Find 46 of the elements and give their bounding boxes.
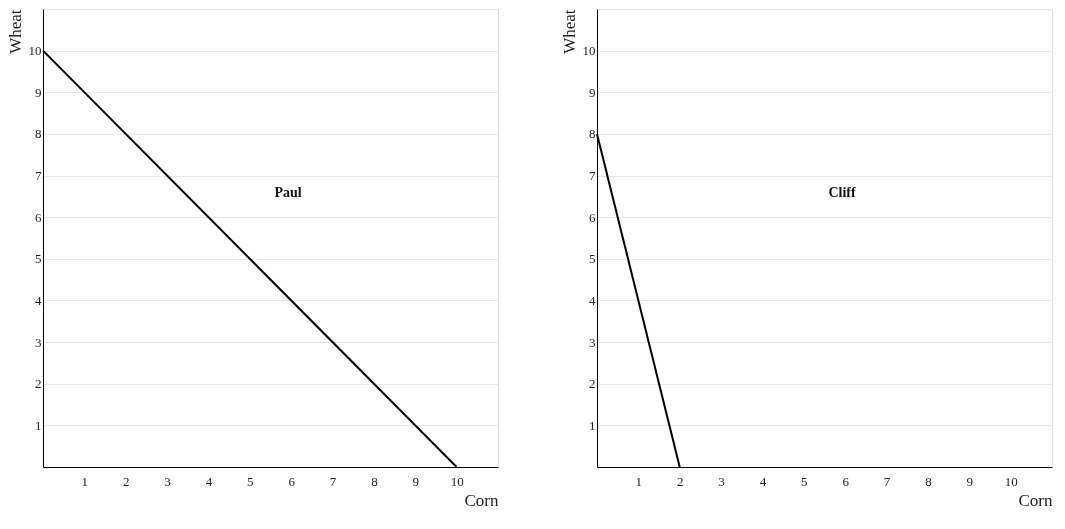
y-tick-label: 10 xyxy=(582,43,596,59)
y-tick-label: 8 xyxy=(35,126,42,142)
x-axis-title: Corn xyxy=(1018,490,1053,510)
x-tick-label: 5 xyxy=(801,473,808,489)
x-tick-label: 9 xyxy=(966,473,974,489)
y-axis-title: Wheat xyxy=(5,9,25,54)
x-tick-label: 2 xyxy=(676,473,684,489)
y-tick-label: 5 xyxy=(589,251,596,267)
y-tick-label: 10 xyxy=(28,43,42,59)
y-tick-label: 4 xyxy=(35,292,42,308)
y-tick-label: 3 xyxy=(35,334,42,350)
x-tick-label: 3 xyxy=(164,473,171,489)
x-tick-label: 5 xyxy=(247,473,254,489)
y-tick-label: 8 xyxy=(589,126,596,142)
x-axis-title: Corn xyxy=(464,490,499,510)
x-tick-label: 10 xyxy=(450,473,464,489)
x-tick-label: 1 xyxy=(635,473,643,489)
y-tick-label: 2 xyxy=(589,376,596,392)
y-tick-label: 7 xyxy=(35,168,42,184)
x-tick-label: 2 xyxy=(122,473,130,489)
y-tick-label: 1 xyxy=(35,417,42,433)
y-tick-label: 9 xyxy=(35,84,42,100)
y-axis-title: Wheat xyxy=(559,9,579,54)
y-tick-label: 6 xyxy=(35,209,42,225)
x-tick-label: 3 xyxy=(718,473,725,489)
x-tick-label: 7 xyxy=(883,473,891,489)
x-tick-label: 1 xyxy=(81,473,89,489)
x-tick-label: 4 xyxy=(205,473,213,489)
x-tick-label: 8 xyxy=(371,473,378,489)
x-tick-label: 4 xyxy=(759,473,767,489)
y-tick-label: 2 xyxy=(35,376,42,392)
y-tick-label: 3 xyxy=(589,334,596,350)
y-tick-label: 9 xyxy=(589,84,596,100)
y-tick-label: 7 xyxy=(589,168,596,184)
annotation: Paul xyxy=(274,185,302,200)
x-tick-label: 6 xyxy=(842,473,850,489)
x-tick-label: 9 xyxy=(412,473,420,489)
y-tick-label: 1 xyxy=(589,417,596,433)
x-tick-label: 7 xyxy=(329,473,337,489)
y-tick-label: 5 xyxy=(35,251,42,267)
x-tick-label: 6 xyxy=(288,473,296,489)
x-tick-label: 10 xyxy=(1004,473,1018,489)
y-tick-label: 6 xyxy=(589,209,596,225)
annotation: Cliff xyxy=(828,185,856,200)
y-tick-label: 4 xyxy=(589,292,596,308)
x-tick-label: 8 xyxy=(925,473,932,489)
